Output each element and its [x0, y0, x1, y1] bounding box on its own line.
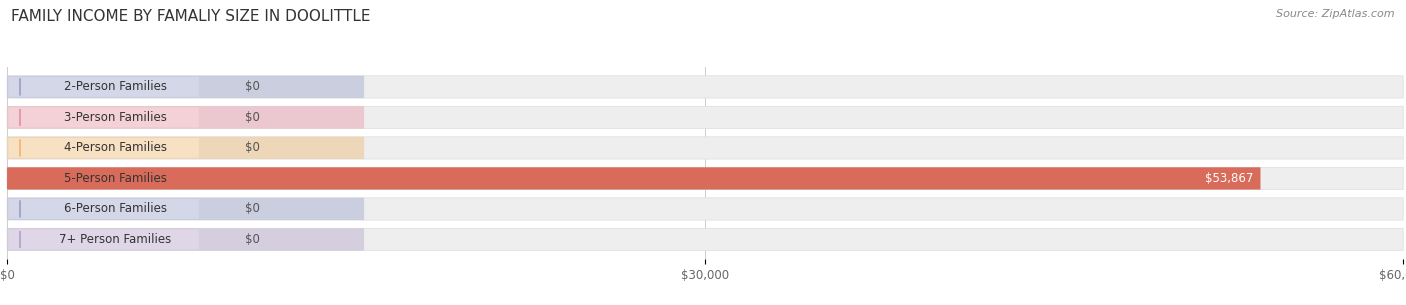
FancyBboxPatch shape [7, 228, 364, 251]
FancyBboxPatch shape [7, 198, 364, 220]
FancyBboxPatch shape [8, 229, 198, 249]
FancyBboxPatch shape [7, 167, 1260, 189]
Text: $0: $0 [246, 111, 260, 124]
Text: 6-Person Families: 6-Person Families [63, 203, 167, 215]
FancyBboxPatch shape [8, 138, 198, 158]
FancyBboxPatch shape [8, 107, 198, 127]
Text: 2-Person Families: 2-Person Families [63, 81, 167, 93]
Text: $53,867: $53,867 [1205, 172, 1254, 185]
Text: FAMILY INCOME BY FAMALIY SIZE IN DOOLITTLE: FAMILY INCOME BY FAMALIY SIZE IN DOOLITT… [11, 9, 371, 24]
FancyBboxPatch shape [7, 137, 1403, 159]
Text: 5-Person Families: 5-Person Families [63, 172, 167, 185]
FancyBboxPatch shape [7, 106, 1403, 129]
Text: 4-Person Families: 4-Person Families [63, 142, 167, 154]
FancyBboxPatch shape [7, 137, 364, 159]
FancyBboxPatch shape [7, 167, 1403, 189]
FancyBboxPatch shape [8, 199, 198, 219]
Text: $0: $0 [246, 233, 260, 246]
FancyBboxPatch shape [8, 77, 198, 97]
Text: 7+ Person Families: 7+ Person Families [59, 233, 172, 246]
FancyBboxPatch shape [7, 76, 1403, 98]
FancyBboxPatch shape [7, 76, 364, 98]
Text: Source: ZipAtlas.com: Source: ZipAtlas.com [1277, 9, 1395, 19]
Text: $0: $0 [246, 142, 260, 154]
Text: $0: $0 [246, 203, 260, 215]
FancyBboxPatch shape [8, 168, 198, 188]
Text: 3-Person Families: 3-Person Families [63, 111, 167, 124]
FancyBboxPatch shape [7, 198, 1403, 220]
FancyBboxPatch shape [7, 106, 364, 129]
Text: $0: $0 [246, 81, 260, 93]
FancyBboxPatch shape [7, 228, 1403, 251]
